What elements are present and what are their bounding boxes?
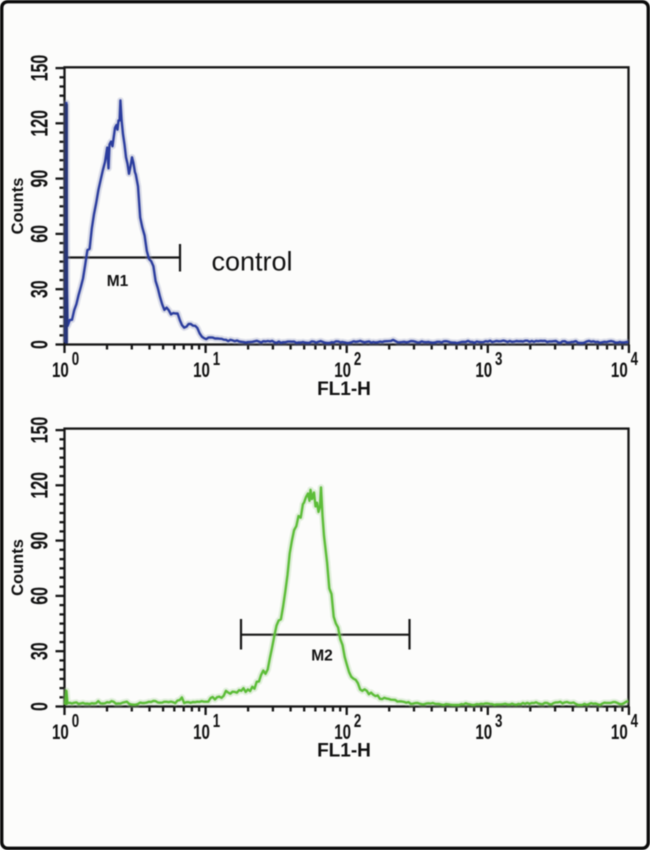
svg-text:0: 0 <box>27 702 53 711</box>
svg-text:10: 10 <box>475 719 492 743</box>
svg-text:30: 30 <box>27 642 53 660</box>
svg-text:FL1-H: FL1-H <box>317 379 371 400</box>
svg-text:60: 60 <box>27 225 53 243</box>
svg-text:120: 120 <box>27 110 53 137</box>
svg-text:FL1-H: FL1-H <box>317 741 371 762</box>
svg-text:10: 10 <box>334 719 351 743</box>
svg-text:M2: M2 <box>311 648 333 665</box>
svg-text:Counts: Counts <box>9 539 27 596</box>
svg-text:Counts: Counts <box>9 178 27 235</box>
svg-text:M1: M1 <box>107 273 129 290</box>
svg-text:10: 10 <box>52 357 69 381</box>
svg-text:0: 0 <box>27 340 53 349</box>
svg-text:2: 2 <box>354 349 361 370</box>
svg-text:10: 10 <box>475 357 492 381</box>
svg-text:3: 3 <box>495 711 502 732</box>
svg-text:10: 10 <box>611 357 628 381</box>
svg-text:3: 3 <box>495 349 502 370</box>
svg-text:150: 150 <box>27 55 53 82</box>
svg-text:10: 10 <box>334 357 351 381</box>
svg-text:1: 1 <box>213 349 220 370</box>
svg-text:0: 0 <box>72 711 79 732</box>
svg-text:10: 10 <box>193 719 210 743</box>
svg-text:10: 10 <box>193 357 210 381</box>
svg-text:90: 90 <box>27 532 53 550</box>
svg-text:4: 4 <box>631 349 638 370</box>
svg-text:150: 150 <box>27 417 53 444</box>
svg-text:120: 120 <box>27 472 53 499</box>
svg-text:30: 30 <box>27 280 53 298</box>
svg-text:1: 1 <box>213 711 220 732</box>
svg-text:10: 10 <box>52 719 69 743</box>
svg-text:10: 10 <box>611 719 628 743</box>
svg-text:0: 0 <box>72 349 79 370</box>
svg-text:60: 60 <box>27 587 53 605</box>
svg-text:control: control <box>211 247 292 277</box>
svg-text:90: 90 <box>27 170 53 188</box>
svg-text:2: 2 <box>354 711 361 732</box>
svg-text:4: 4 <box>631 711 638 732</box>
